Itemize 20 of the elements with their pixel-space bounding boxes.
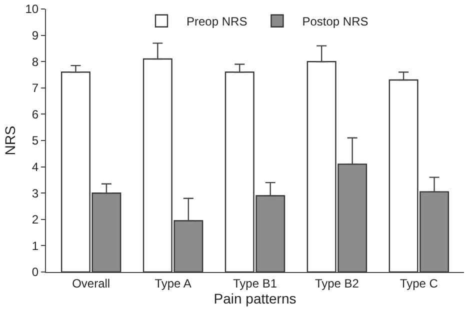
y-tick-label: 10 (25, 2, 39, 16)
x-tick-label: Type B1 (232, 276, 278, 290)
y-tick-label: 6 (32, 107, 39, 122)
y-axis-title: NRS (2, 126, 18, 156)
y-tick-label: 0 (32, 265, 39, 280)
x-axis-title: Pain patterns (214, 290, 296, 307)
legend-label: Postop NRS (302, 14, 368, 29)
y-tick-label: 2 (32, 212, 39, 227)
y-tick-label: 4 (32, 160, 39, 174)
legend-label: Preop NRS (186, 14, 248, 29)
y-tick-label: 8 (32, 54, 39, 69)
x-tick-label: Overall (72, 276, 110, 290)
x-tick-label: Type B2 (314, 276, 360, 290)
y-tick-label: 5 (32, 134, 39, 148)
y-tick-label: 9 (32, 28, 39, 42)
y-tick-label: 3 (32, 186, 39, 200)
y-tick-label: 7 (32, 81, 39, 96)
y-tick-label: 1 (32, 238, 39, 253)
x-tick-label: Type A (154, 276, 192, 290)
x-tick-label: Type C (400, 276, 438, 290)
